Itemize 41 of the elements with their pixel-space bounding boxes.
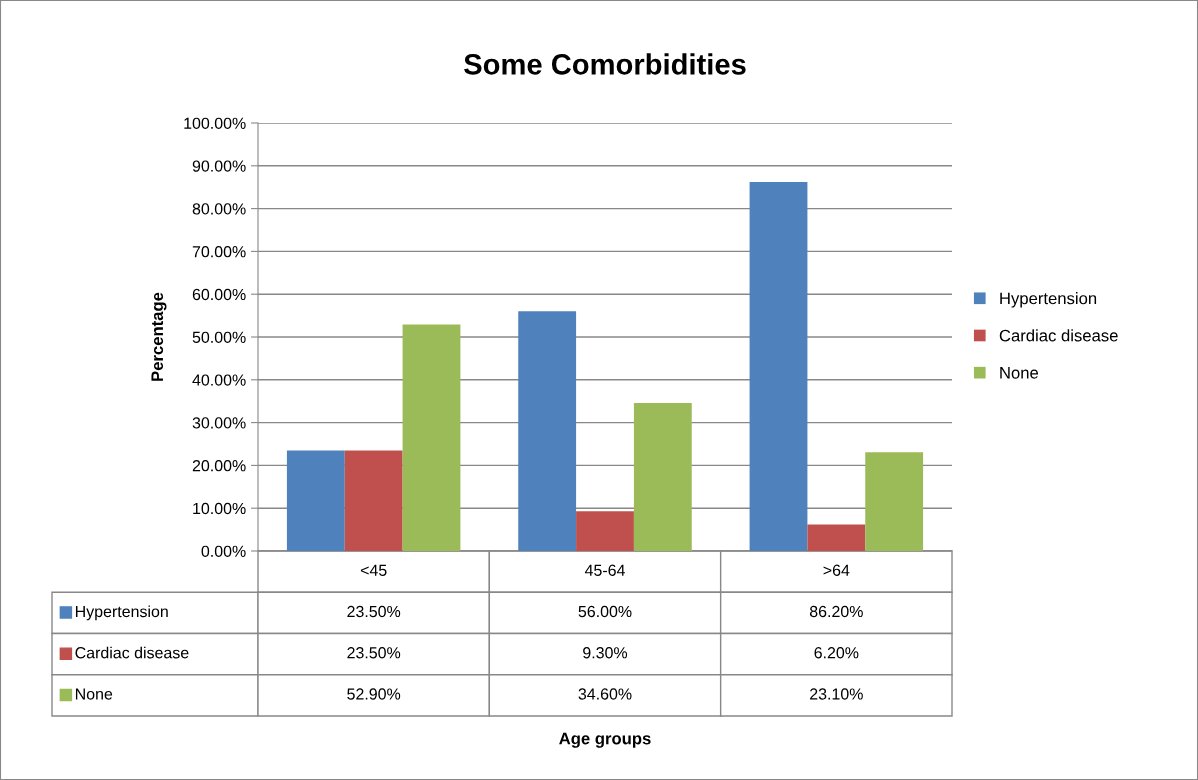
x-tick-label: >64 bbox=[823, 564, 850, 576]
bar bbox=[865, 452, 924, 551]
data-label: 56.00% bbox=[578, 605, 632, 618]
y-tick-label: 40.00% bbox=[192, 374, 246, 386]
bar bbox=[518, 311, 577, 551]
text: Hypertension bbox=[1000, 292, 1097, 308]
data-label: 23.50% bbox=[347, 605, 401, 618]
bar bbox=[807, 524, 866, 551]
bar bbox=[344, 450, 403, 551]
y-tick-label: 50.00% bbox=[192, 331, 246, 343]
data-label: 86.20% bbox=[809, 605, 863, 618]
y-tick-label: 0.00% bbox=[201, 545, 246, 557]
x-tick-label: <45 bbox=[360, 564, 387, 576]
chart-title: Some Comorbidities bbox=[464, 53, 746, 75]
y-tick-label: 80.00% bbox=[192, 203, 246, 215]
bar bbox=[633, 402, 692, 551]
y-tick-label: 90.00% bbox=[192, 160, 246, 172]
y-tick-label: 60.00% bbox=[192, 288, 246, 301]
bar bbox=[286, 450, 345, 551]
y-tick-label: 100.00% bbox=[184, 117, 246, 129]
y-tick-label: 30.00% bbox=[192, 417, 246, 429]
text: None bbox=[75, 688, 113, 700]
data-label: 23.10% bbox=[810, 688, 863, 700]
x-tick-label: 45-64 bbox=[584, 564, 625, 576]
legend-label: Cardiac disease bbox=[999, 329, 1118, 342]
text: Age groups bbox=[559, 732, 651, 748]
bar bbox=[749, 182, 808, 551]
y-tick-label: 10.00% bbox=[193, 502, 246, 515]
bar bbox=[402, 324, 461, 551]
data-label: 6.20% bbox=[814, 647, 859, 659]
data-label: 52.90% bbox=[347, 688, 401, 700]
legend-label: Hypertension bbox=[75, 605, 168, 621]
y-axis-title: Percentage bbox=[151, 292, 167, 381]
bar bbox=[576, 511, 634, 551]
y-tick-label: 20.00% bbox=[192, 460, 246, 472]
legend-label: None bbox=[1000, 367, 1039, 379]
data-label: 9.30% bbox=[583, 647, 628, 659]
data-label: 23.50% bbox=[347, 647, 401, 659]
data-label: 34.60% bbox=[578, 688, 632, 700]
text: Cardiac disease bbox=[75, 646, 189, 659]
y-tick-label: 70.00% bbox=[192, 246, 246, 258]
